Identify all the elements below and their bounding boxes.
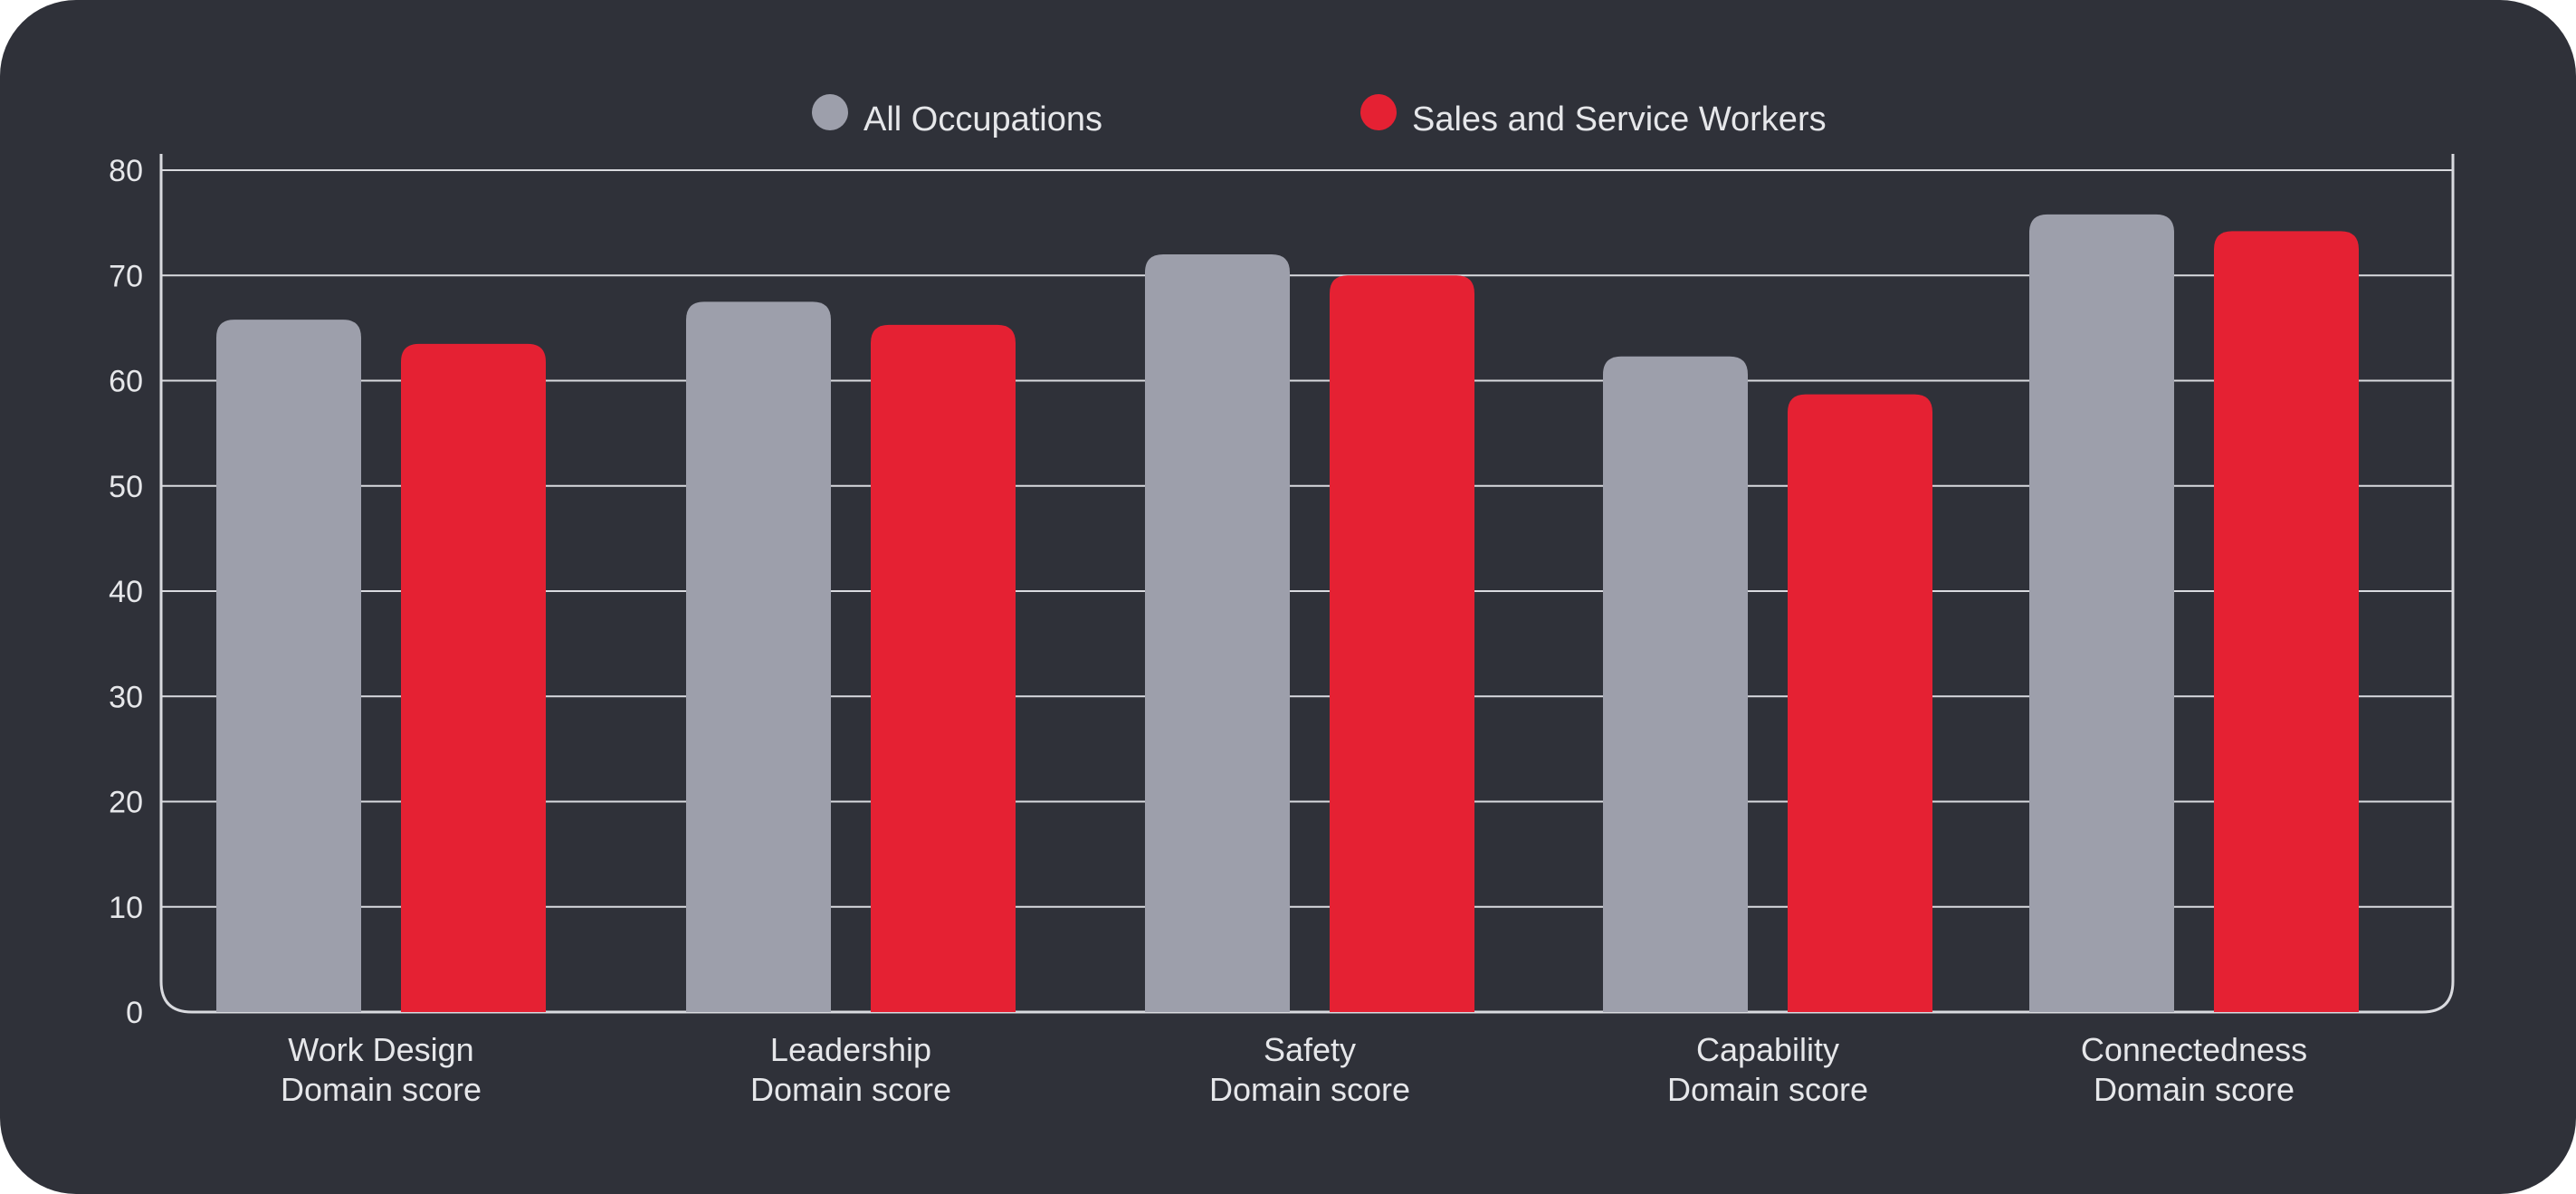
y-tick-label: 0 — [126, 996, 143, 1030]
bars — [216, 214, 2359, 1013]
y-tick-label: 80 — [109, 154, 143, 188]
legend: All Occupations Sales and Service Workers — [812, 94, 1827, 139]
y-tick-label: 50 — [109, 470, 143, 504]
bar-all-occupations-4 — [2029, 214, 2174, 1012]
x-category-label: Domain score — [2094, 1071, 2295, 1108]
legend-swatch-0 — [812, 94, 848, 130]
y-tick-label: 20 — [109, 786, 143, 820]
x-category-label: Domain score — [1209, 1071, 1410, 1108]
x-category-label: Domain score — [750, 1071, 951, 1108]
bar-sales-service-1 — [871, 324, 1016, 1012]
x-category-label: Capability — [1696, 1031, 1839, 1068]
bar-sales-service-2 — [1330, 275, 1474, 1012]
x-category-label: Domain score — [281, 1071, 482, 1108]
legend-label-0: All Occupations — [863, 100, 1102, 139]
axis-frame — [159, 154, 2455, 1014]
x-category-label: Leadership — [770, 1031, 931, 1068]
bar-all-occupations-0 — [216, 320, 361, 1012]
y-tick-label: 40 — [109, 575, 143, 609]
x-category-label: Work Design — [288, 1031, 473, 1068]
bar-all-occupations-2 — [1145, 254, 1290, 1012]
bar-all-occupations-3 — [1603, 356, 1748, 1012]
bar-sales-service-0 — [401, 343, 546, 1012]
y-tick-label: 60 — [109, 365, 143, 399]
plot-frame — [159, 154, 2455, 1014]
x-category-label: Safety — [1264, 1031, 1356, 1068]
legend-label-1: Sales and Service Workers — [1412, 100, 1827, 139]
x-category-label: Domain score — [1667, 1071, 1868, 1108]
x-category-label: Connectedness — [2081, 1031, 2307, 1068]
y-tick-label: 10 — [109, 891, 143, 925]
bar-all-occupations-1 — [686, 301, 831, 1012]
y-axis: 0 10 20 30 40 50 60 70 80 — [109, 154, 143, 1030]
bar-sales-service-3 — [1788, 394, 1932, 1012]
legend-swatch-1 — [1360, 94, 1397, 130]
y-tick-label: 30 — [109, 680, 143, 714]
y-tick-label: 70 — [109, 259, 143, 293]
bar-sales-service-4 — [2214, 231, 2359, 1013]
